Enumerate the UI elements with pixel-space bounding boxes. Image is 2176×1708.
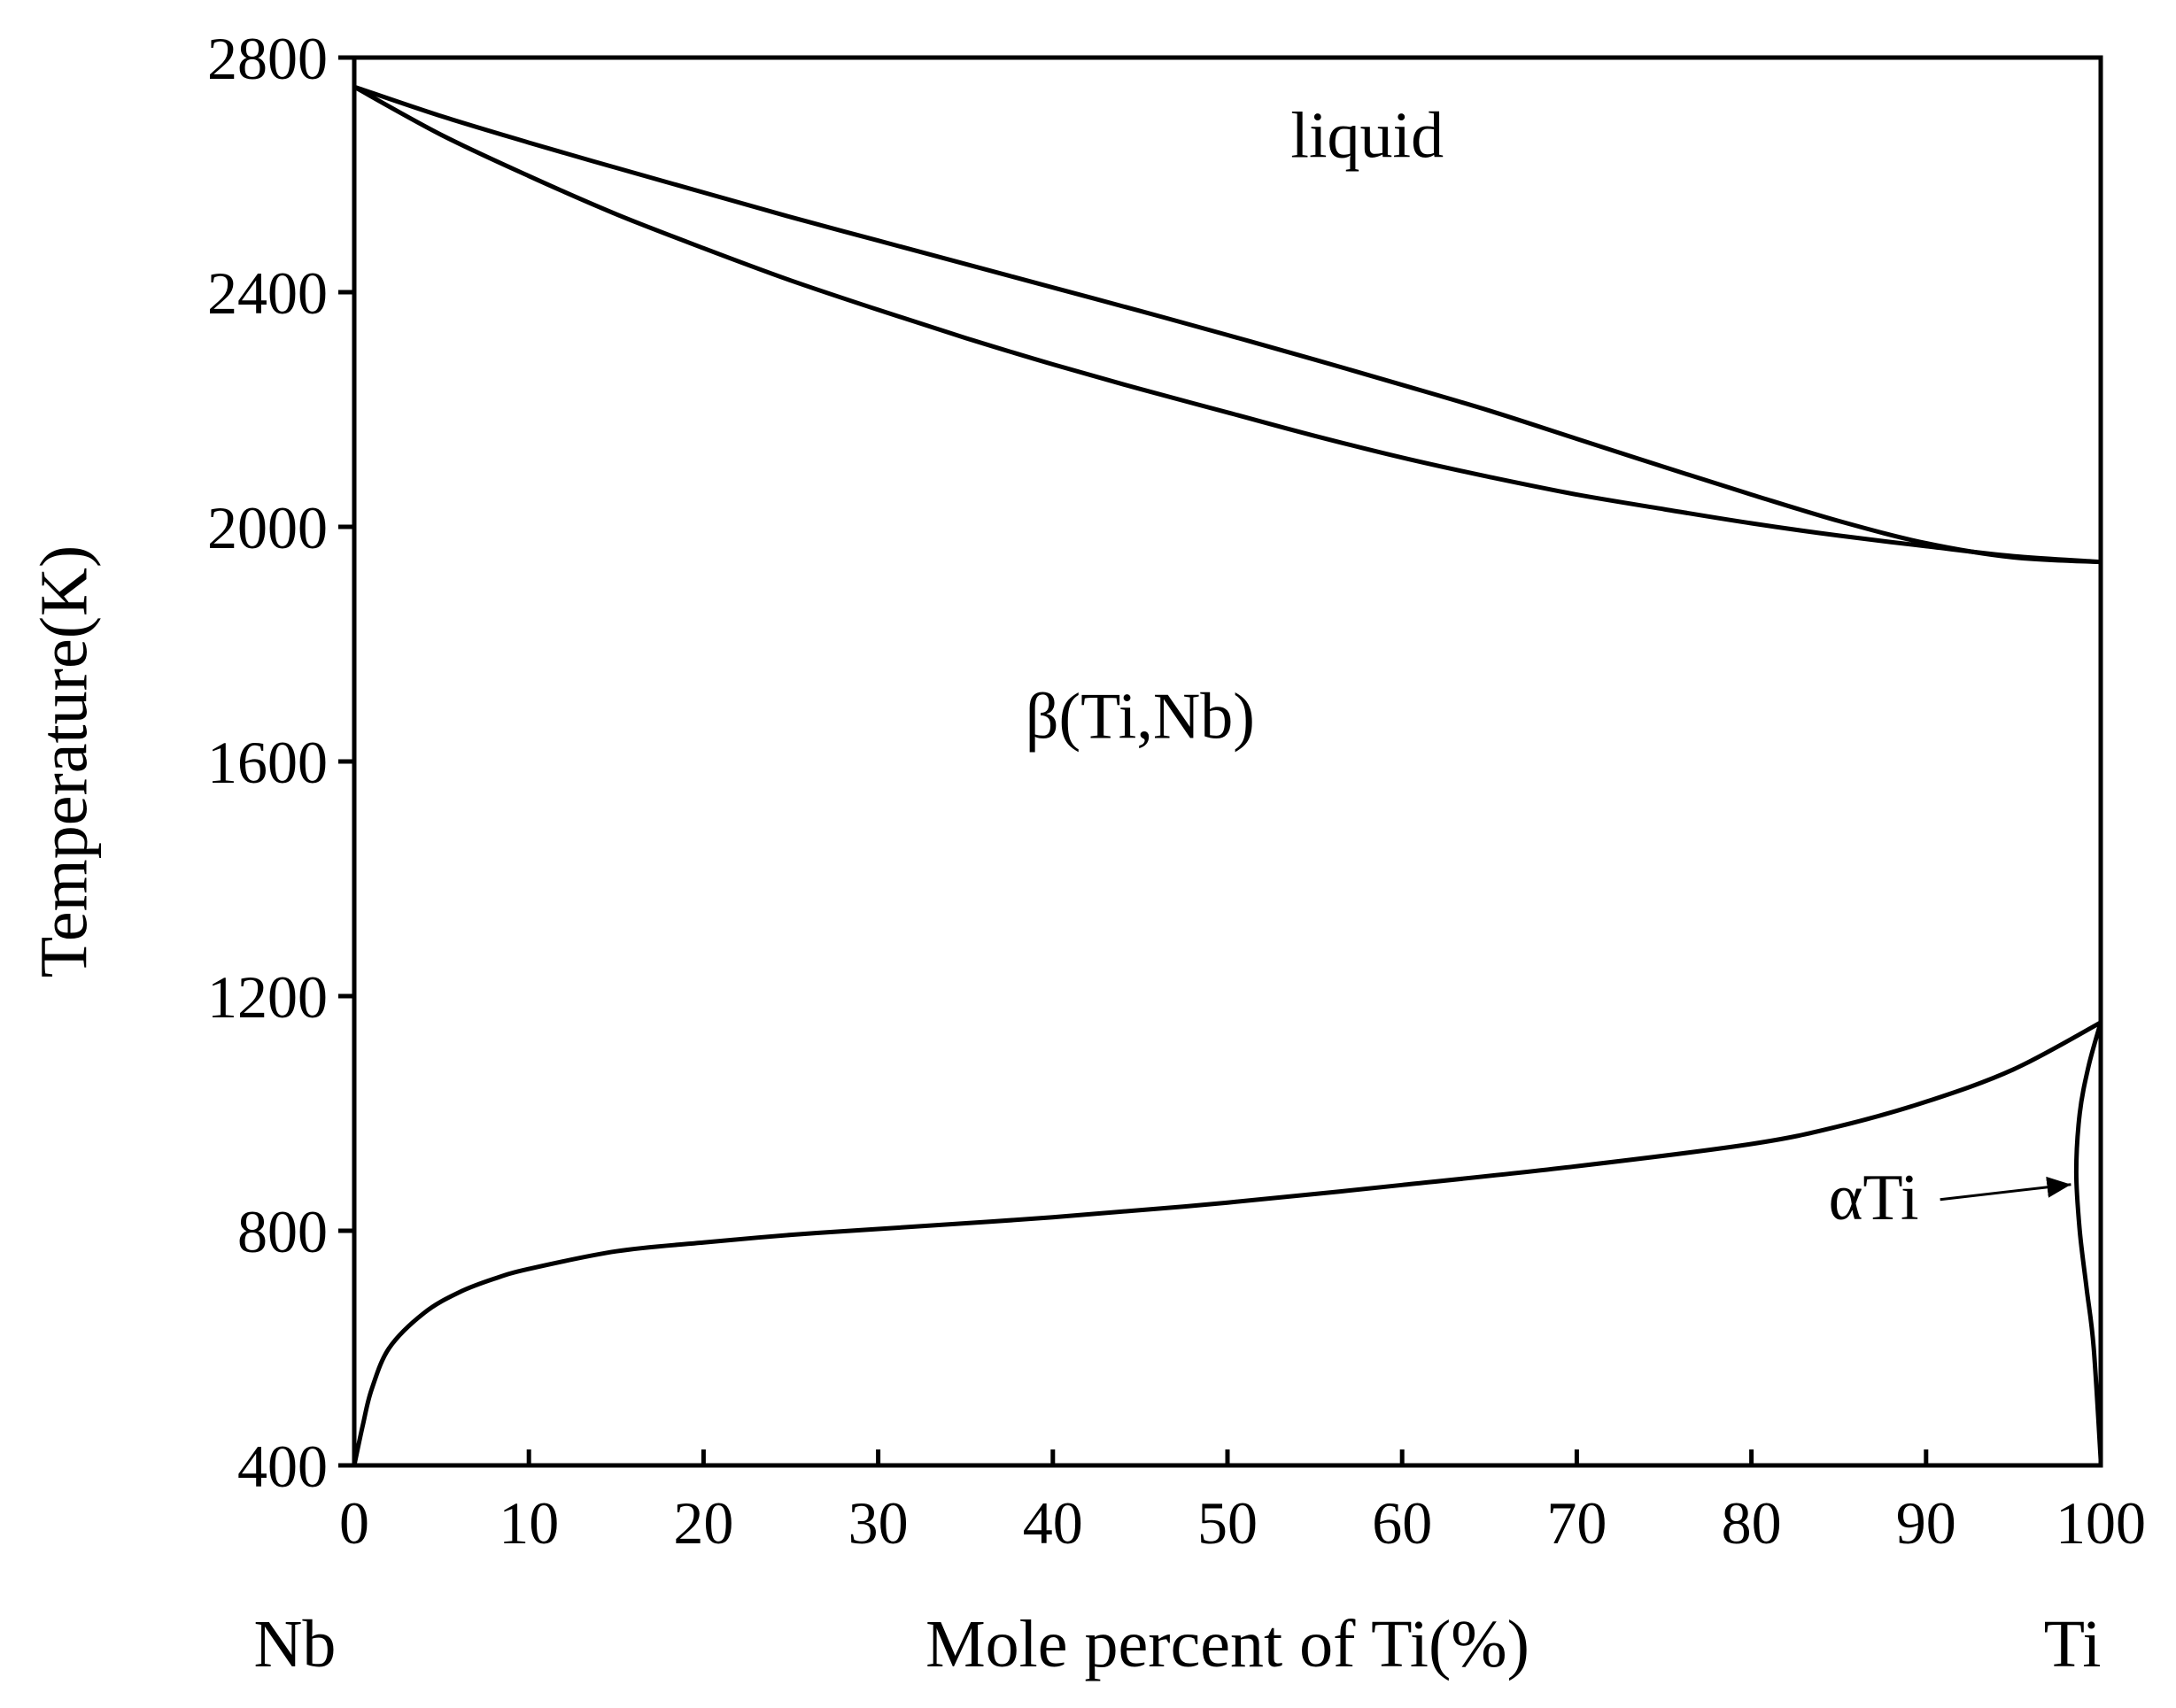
y-tick-label: 800 [237, 1198, 328, 1265]
phase-boundary-line-2 [352, 84, 2102, 565]
phase-boundary-line-3 [352, 1020, 2102, 1466]
x-tick-label: 10 [499, 1489, 559, 1557]
region-label: β(Ti,Nb) [1026, 681, 1255, 754]
annotation-arrow [1940, 1176, 2071, 1202]
phase-boundary-curves [352, 84, 2103, 1466]
region-labels: liquid β(Ti,Nb) αTi [1026, 100, 2071, 1234]
plot-frame [352, 55, 2103, 1468]
x-tick-label: 30 [848, 1489, 909, 1557]
y-axis-title: Temperature(K) [27, 545, 101, 978]
x-tick-label: 70 [1546, 1489, 1607, 1557]
region-label: αTi [1829, 1162, 1919, 1234]
x-tick-label: 100 [2056, 1489, 2146, 1557]
x-tick-label: 60 [1372, 1489, 1432, 1557]
x-tick-label: 40 [1023, 1489, 1083, 1557]
x-axis-title: Mole percent of Ti(%) [925, 1607, 1529, 1681]
y-tick-label: 400 [237, 1433, 328, 1500]
x-left-end-label: Nb [254, 1607, 337, 1681]
x-tick-label: 20 [673, 1489, 733, 1557]
region-label: liquid [1290, 100, 1444, 173]
phase-boundary-line-4 [2073, 1022, 2103, 1460]
y-tick-label: 2800 [207, 25, 328, 92]
x-right-end-label: Ti [2044, 1607, 2102, 1681]
x-tick-label: 80 [1722, 1489, 1782, 1557]
phase-boundary-line-1 [353, 84, 2102, 565]
x-tick-label: 0 [339, 1489, 369, 1557]
x-tick-label: 50 [1197, 1489, 1258, 1557]
axis-tick-labels: 0 10 20 30 40 50 60 70 80 90 100 400 800 1200 1600 2000… [207, 25, 2146, 1557]
y-tick-label: 1200 [207, 963, 328, 1031]
y-tick-label: 2400 [207, 259, 328, 327]
x-tick-label: 90 [1896, 1489, 1956, 1557]
y-tick-label: 1600 [207, 729, 328, 796]
axis-ticks [338, 55, 2103, 1468]
y-tick-label: 2000 [207, 494, 328, 561]
